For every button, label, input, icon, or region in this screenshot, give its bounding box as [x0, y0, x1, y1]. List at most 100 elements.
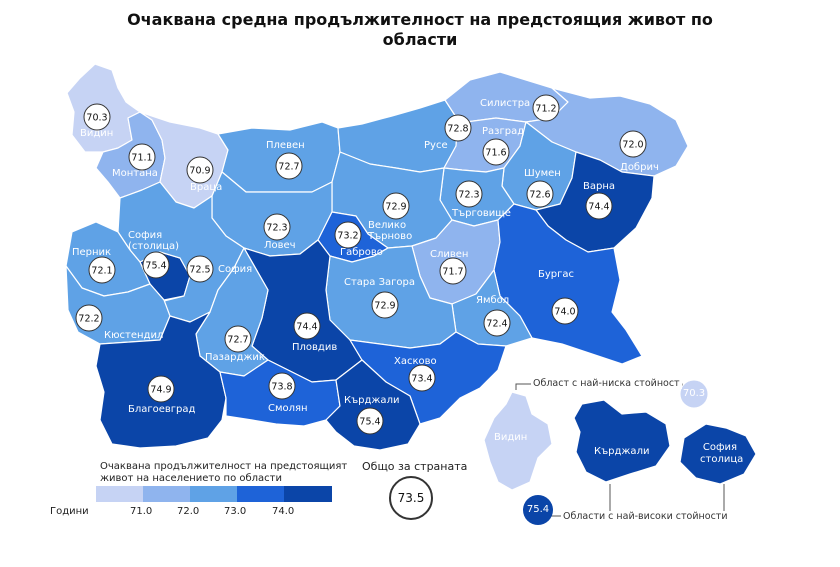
region-value-23: 72.7 — [227, 335, 248, 346]
region-name-24: Благоевград — [128, 404, 196, 415]
region-name-23: Пазарджик — [205, 352, 265, 363]
region-name-9: Търговище — [451, 208, 511, 219]
region-name-11: Велико Търново — [367, 220, 412, 242]
region-value-27: 75.4 — [359, 417, 380, 428]
region-value-4: 72.8 — [447, 124, 468, 135]
region-name-1: Монтана — [112, 168, 158, 179]
region-value-26: 73.4 — [411, 374, 432, 385]
legend-tick-4: 74.0 — [272, 506, 295, 517]
region-name-21: Стара Загора — [344, 277, 415, 288]
total-value: 73.5 — [389, 476, 433, 520]
region-name-22: Пловдив — [292, 342, 337, 353]
region-value-20: 72.4 — [486, 319, 507, 330]
value-circle-17 — [75, 304, 103, 332]
region-name-13: Габрово — [340, 247, 383, 258]
inset-lowest-circle — [679, 379, 709, 409]
region-value-21: 72.9 — [374, 301, 395, 312]
region-name-0: Видин — [80, 128, 113, 139]
value-circle-7 — [619, 130, 647, 158]
value-circle-22 — [293, 312, 321, 340]
value-circle-21 — [371, 291, 399, 319]
region-value-0: 70.3 — [86, 113, 107, 124]
inset-highest-value: 75.4 — [526, 504, 550, 515]
inset-vidin-shape — [483, 391, 553, 491]
region-value-13: 73.2 — [337, 231, 358, 242]
region-name-8: Шумен — [524, 168, 561, 179]
legend-bar — [96, 486, 332, 502]
inset-lowest-region: Видин — [494, 432, 528, 443]
region-name-16: Перник — [72, 247, 111, 258]
legend-swatch-5 — [284, 486, 332, 502]
value-circle-20 — [483, 309, 511, 337]
region-value-3: 72.7 — [278, 162, 299, 173]
legend-swatch-3 — [190, 486, 237, 502]
value-circle-15 — [186, 255, 214, 283]
region-value-18: 71.7 — [442, 267, 463, 278]
map-title: Очаквана средна продължителност на предс… — [0, 10, 840, 50]
region-name-6: Разград — [482, 126, 524, 137]
legend-tick-2: 72.0 — [177, 506, 200, 517]
inset-kardzhali-shape — [573, 399, 671, 483]
region-value-2: 70.9 — [189, 166, 210, 177]
legend-title-line-2: живот на населението по области — [100, 473, 283, 484]
region-name-25: Смолян — [268, 403, 308, 414]
region-value-9: 72.3 — [458, 190, 479, 201]
total-label: Общо за страната — [362, 460, 468, 473]
inset-highest-circle — [523, 495, 553, 525]
value-circle-14 — [142, 251, 170, 279]
region-value-6: 71.6 — [485, 148, 506, 159]
region-name-27: Кърджали — [344, 395, 399, 406]
inset-lowest-value: 70.3 — [682, 388, 706, 399]
value-circle-19 — [551, 297, 579, 325]
value-circle-9 — [455, 180, 483, 208]
region-value-16: 72.1 — [91, 266, 112, 277]
region-name-5: Силистра — [480, 98, 530, 109]
inset-lowest-label: Област с най-ниска стойност — [531, 378, 682, 389]
region-value-7: 72.0 — [622, 140, 643, 151]
title-line-1: Очаквана средна продължителност на предс… — [127, 10, 713, 29]
region-name-17: Кюстендил — [104, 330, 163, 341]
value-circle-13 — [334, 221, 362, 249]
region-value-12: 72.3 — [266, 223, 287, 234]
value-circle-0 — [83, 103, 111, 131]
region-kardzhali[interactable] — [325, 359, 421, 451]
region-value-25: 73.8 — [271, 382, 292, 393]
value-circle-10 — [585, 192, 613, 220]
value-circle-23 — [224, 325, 252, 353]
region-name-18: Сливен — [430, 249, 468, 260]
region-value-24: 74.9 — [150, 385, 171, 396]
region-name-19: Бургас — [538, 269, 574, 280]
value-circle-24 — [147, 375, 175, 403]
region-value-10: 74.4 — [588, 202, 609, 213]
region-value-15: 72.5 — [189, 265, 210, 276]
legend-swatch-4 — [237, 486, 284, 502]
legend-tick-3: 73.0 — [224, 506, 247, 517]
inset-highest-region-2: София столица — [700, 442, 744, 465]
inset-maps — [483, 391, 757, 491]
value-circle-16 — [88, 256, 116, 284]
legend-tick-1: 71.0 — [130, 506, 153, 517]
region-value-19: 74.0 — [554, 307, 575, 318]
region-value-5: 71.2 — [535, 104, 556, 115]
value-circle-3 — [275, 152, 303, 180]
legend-title-line-1: Очаквана продължителност на предстоящият — [100, 461, 348, 472]
region-value-8: 72.6 — [529, 190, 550, 201]
legend-swatch-2 — [143, 486, 190, 502]
region-name-20: Ямбол — [476, 295, 509, 306]
inset-sofia-capital-shape — [679, 423, 757, 485]
value-circle-2 — [186, 156, 214, 184]
value-circle-12 — [263, 213, 291, 241]
value-circle-18 — [439, 257, 467, 285]
inset-highest-region-1: Кърджали — [594, 446, 650, 457]
region-value-11: 72.9 — [385, 202, 406, 213]
region-name-2: Враца — [190, 182, 222, 193]
legend-unit-label: Години — [50, 506, 89, 517]
legend-title: Очаквана продължителност на предстоящият… — [100, 461, 360, 485]
value-circle-26 — [408, 364, 436, 392]
inset-highest-label: Области с най-високи стойности — [561, 511, 730, 522]
value-circle-11 — [382, 192, 410, 220]
value-circle-8 — [526, 180, 554, 208]
legend-swatch-1 — [96, 486, 143, 502]
region-name-3: Плевен — [266, 140, 305, 151]
